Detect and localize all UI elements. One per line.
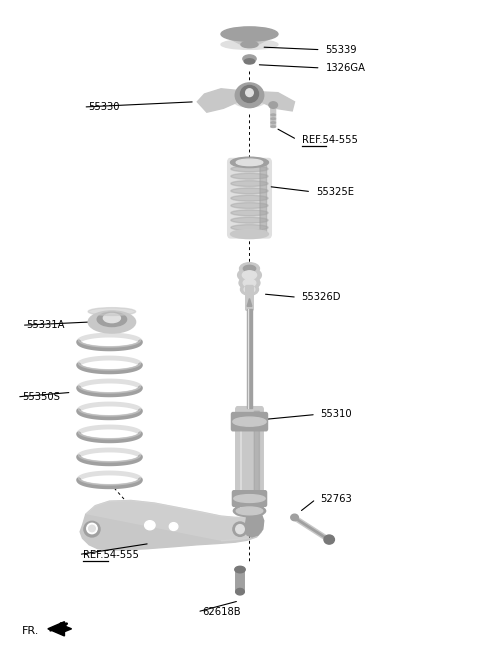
- Text: 55331A: 55331A: [26, 320, 65, 330]
- Ellipse shape: [97, 312, 127, 327]
- Ellipse shape: [144, 521, 155, 530]
- Ellipse shape: [231, 173, 268, 179]
- Ellipse shape: [271, 114, 276, 116]
- Text: 55330: 55330: [88, 102, 120, 112]
- Ellipse shape: [221, 27, 278, 41]
- Ellipse shape: [239, 277, 260, 290]
- FancyBboxPatch shape: [254, 411, 260, 510]
- Ellipse shape: [231, 166, 268, 172]
- Ellipse shape: [234, 495, 265, 503]
- Ellipse shape: [271, 118, 276, 120]
- Ellipse shape: [84, 521, 100, 537]
- Ellipse shape: [169, 522, 178, 530]
- Ellipse shape: [240, 263, 260, 275]
- Ellipse shape: [244, 59, 255, 64]
- Text: 55325E: 55325E: [316, 187, 354, 196]
- Ellipse shape: [231, 181, 268, 187]
- Text: 62618B: 62618B: [202, 607, 240, 617]
- Ellipse shape: [230, 157, 268, 168]
- Ellipse shape: [243, 265, 256, 272]
- Polygon shape: [252, 91, 295, 111]
- Polygon shape: [247, 298, 252, 306]
- Ellipse shape: [240, 85, 259, 102]
- Ellipse shape: [236, 524, 244, 533]
- Text: 55339: 55339: [325, 45, 357, 55]
- FancyBboxPatch shape: [231, 413, 267, 431]
- Ellipse shape: [231, 195, 268, 201]
- Ellipse shape: [243, 55, 256, 62]
- Polygon shape: [245, 511, 264, 537]
- Ellipse shape: [243, 279, 256, 287]
- Ellipse shape: [242, 271, 257, 279]
- Text: 55326D: 55326D: [301, 292, 341, 302]
- Polygon shape: [86, 501, 263, 541]
- FancyBboxPatch shape: [247, 309, 252, 408]
- Ellipse shape: [231, 202, 268, 208]
- Text: 55350S: 55350S: [22, 392, 60, 402]
- Ellipse shape: [236, 507, 263, 515]
- Polygon shape: [80, 501, 263, 550]
- Ellipse shape: [89, 525, 96, 532]
- Text: 52763: 52763: [321, 494, 352, 504]
- Ellipse shape: [291, 514, 299, 521]
- Ellipse shape: [269, 102, 277, 108]
- FancyBboxPatch shape: [271, 103, 276, 127]
- Ellipse shape: [324, 535, 335, 544]
- Ellipse shape: [221, 39, 278, 49]
- Ellipse shape: [231, 217, 268, 223]
- Polygon shape: [48, 622, 72, 636]
- Ellipse shape: [103, 313, 120, 323]
- Text: REF.54-555: REF.54-555: [84, 549, 139, 560]
- FancyBboxPatch shape: [260, 164, 266, 233]
- Polygon shape: [221, 34, 278, 45]
- Text: 55310: 55310: [321, 409, 352, 419]
- Text: FR.: FR.: [22, 626, 39, 636]
- Ellipse shape: [233, 94, 265, 107]
- FancyBboxPatch shape: [236, 407, 263, 515]
- Ellipse shape: [233, 505, 265, 517]
- Ellipse shape: [236, 589, 244, 595]
- Ellipse shape: [87, 523, 97, 533]
- Ellipse shape: [231, 188, 268, 194]
- FancyBboxPatch shape: [236, 571, 244, 593]
- Text: 1326GA: 1326GA: [325, 63, 365, 73]
- FancyBboxPatch shape: [246, 286, 253, 310]
- FancyBboxPatch shape: [228, 158, 271, 238]
- Text: REF.54-555: REF.54-555: [301, 135, 358, 145]
- Ellipse shape: [233, 522, 247, 536]
- Ellipse shape: [271, 125, 276, 127]
- Ellipse shape: [235, 566, 245, 573]
- Ellipse shape: [231, 210, 268, 215]
- Ellipse shape: [88, 307, 136, 315]
- Ellipse shape: [230, 229, 268, 238]
- FancyBboxPatch shape: [232, 491, 266, 507]
- Ellipse shape: [238, 268, 261, 283]
- Ellipse shape: [244, 286, 255, 293]
- Ellipse shape: [240, 284, 259, 295]
- Ellipse shape: [236, 159, 263, 166]
- Ellipse shape: [235, 83, 264, 108]
- Ellipse shape: [271, 122, 276, 124]
- Polygon shape: [197, 89, 247, 112]
- Ellipse shape: [246, 89, 253, 97]
- Ellipse shape: [233, 417, 266, 426]
- Ellipse shape: [241, 41, 258, 48]
- Ellipse shape: [88, 311, 136, 333]
- Ellipse shape: [231, 225, 268, 231]
